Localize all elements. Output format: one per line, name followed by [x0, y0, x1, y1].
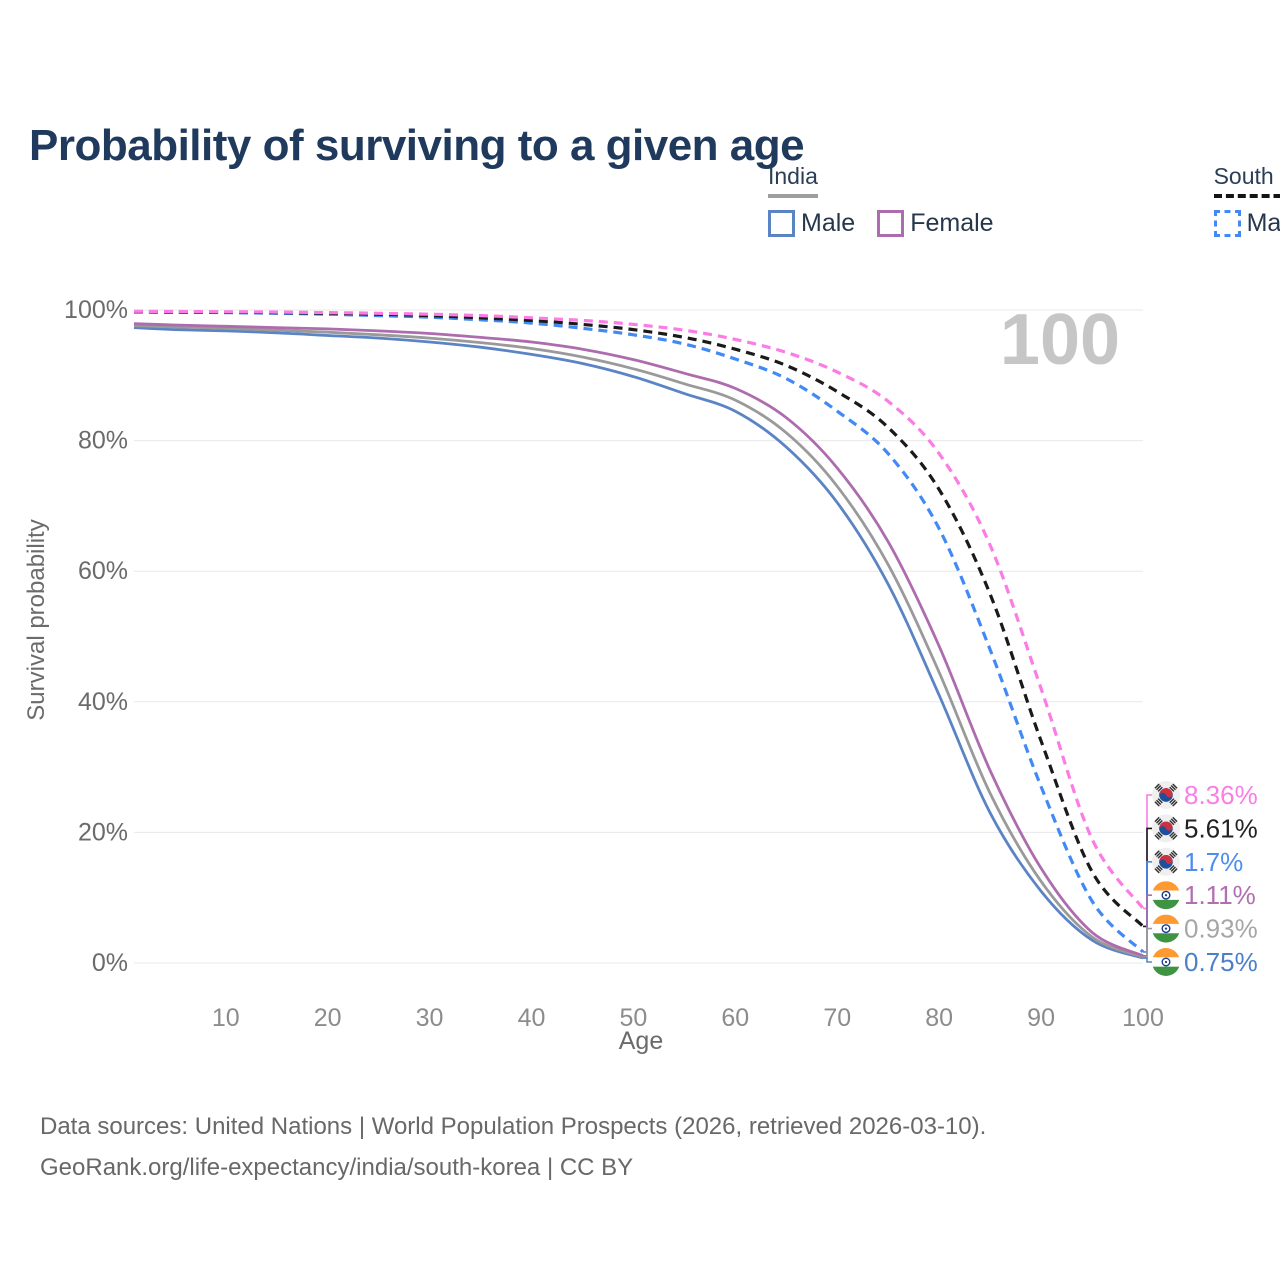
legend-item-label: Female: [910, 209, 994, 237]
india-flag-icon: [1152, 948, 1180, 976]
chart-legend: India Male Female South Korea Male Femal…: [768, 163, 1280, 238]
y-axis-tick-label: 40%: [78, 688, 128, 716]
end-value-label-india-male: 0.75%: [1184, 947, 1258, 977]
legend-item-india-female[interactable]: Female: [877, 209, 994, 238]
x-axis-tick-label: 100: [1122, 1004, 1164, 1032]
south-korea-flag-icon: [1152, 847, 1180, 876]
y-axis-tick-label: 0%: [92, 949, 128, 977]
series-line-india-male[interactable]: [133, 326, 1144, 960]
end-label-connector-india-male: [1143, 957, 1152, 963]
series-line-sk-both[interactable]: [133, 310, 1145, 928]
x-axis-tick-label: 20: [314, 1004, 342, 1032]
x-axis-tick-label: 70: [823, 1004, 851, 1032]
south-korea-male-swatch-icon: [1213, 210, 1241, 237]
legend-item-label: Male: [1246, 209, 1280, 237]
y-axis-tick-label: 60%: [78, 557, 128, 585]
end-label-connector-india-female: [1143, 894, 1152, 957]
x-axis-tick-label: 30: [416, 1004, 444, 1032]
page-title: Probability of surviving to a given age: [29, 121, 805, 171]
south-korea-flag-icon: [1152, 814, 1180, 843]
y-axis-tick-label: 80%: [78, 427, 128, 455]
x-axis-tick-label: 60: [721, 1004, 749, 1032]
x-axis-title: Age: [619, 1027, 663, 1055]
legend-header-south-korea: South Korea: [1213, 163, 1280, 198]
x-axis-tick-label: 80: [925, 1004, 953, 1032]
end-value-label-sk-female: 8.36%: [1184, 780, 1258, 810]
y-axis-title: Survival probability: [23, 519, 50, 720]
data-source-line2: GeoRank.org/life-expectancy/india/south-…: [40, 1154, 634, 1181]
x-axis-tick-label: 50: [619, 1004, 647, 1032]
x-axis-tick-label: 40: [518, 1004, 546, 1032]
india-flag-icon: [1152, 881, 1180, 910]
end-value-label-india-female: 1.11%: [1184, 880, 1256, 910]
india-female-swatch-icon: [877, 210, 905, 237]
series-line-sk-female[interactable]: [133, 309, 1145, 910]
end-value-label-sk-both: 5.61%: [1184, 813, 1258, 843]
legend-item-india-male[interactable]: Male: [768, 209, 855, 238]
legend-item-south-korea-male[interactable]: Male: [1213, 209, 1280, 238]
age-watermark: 100: [1000, 300, 1120, 380]
south-korea-flag-icon: [1152, 781, 1180, 809]
india-flag-icon: [1152, 914, 1180, 943]
data-source-note: Data sources: United Nations | World Pop…: [40, 1106, 986, 1188]
y-axis-tick-label: 100%: [64, 296, 128, 324]
data-source-line1: Data sources: United Nations | World Pop…: [40, 1113, 987, 1140]
x-axis-tick-label: 10: [212, 1004, 240, 1032]
series-line-india-female[interactable]: [133, 322, 1144, 958]
end-value-label-india-both: 0.93%: [1184, 914, 1258, 944]
legend-header-india: India: [768, 163, 818, 198]
india-male-swatch-icon: [768, 210, 795, 237]
legend-group-india: India Male Female: [768, 163, 994, 238]
x-axis-tick-label: 90: [1027, 1004, 1055, 1032]
y-axis-tick-label: 20%: [78, 818, 128, 846]
legend-group-south-korea: South Korea Male Female: [1213, 163, 1280, 238]
series-line-sk-male[interactable]: [133, 310, 1145, 954]
legend-item-label: Male: [801, 209, 856, 237]
series-line-india-both[interactable]: [133, 324, 1144, 959]
end-label-connector-india-both: [1143, 927, 1152, 958]
end-value-label-sk-male: 1.7%: [1184, 847, 1243, 877]
